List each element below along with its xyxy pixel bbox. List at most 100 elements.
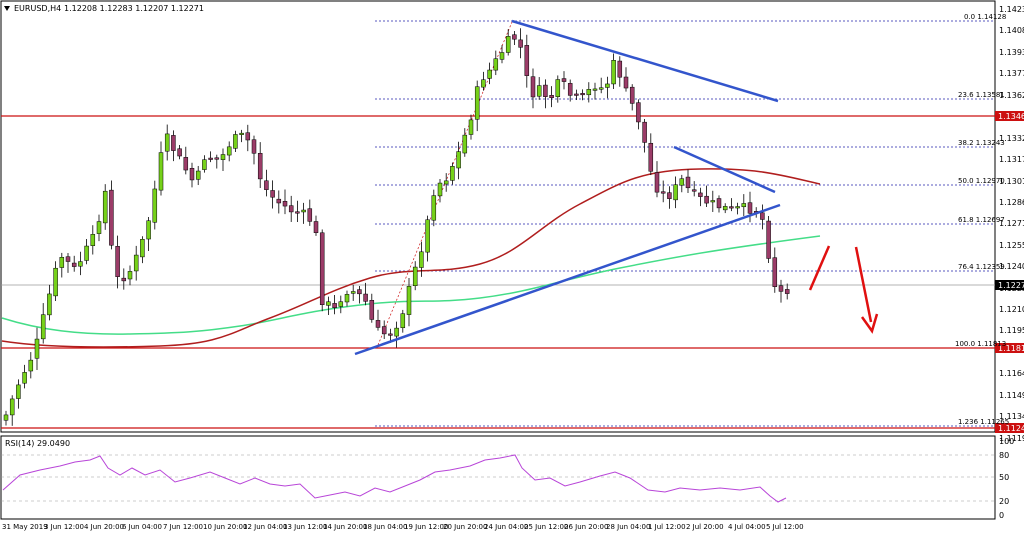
candle-body <box>307 208 313 222</box>
fib-label-100: 100.0 1.11813 <box>955 340 1006 348</box>
candle-body <box>654 172 660 193</box>
x-tick: 25 Jun 12:00 <box>524 523 568 531</box>
x-tick: 3 Jun 12:00 <box>44 523 84 531</box>
candle-body <box>65 256 71 262</box>
candle-body <box>431 195 437 221</box>
candle-body <box>22 372 27 384</box>
fib-label-50: 50.0 1.12970 <box>958 177 1005 185</box>
candle-body <box>257 153 263 180</box>
candle-body <box>685 176 691 189</box>
descending-trend-line[interactable] <box>511 19 779 103</box>
y-tick: 1.12710 <box>999 219 1024 228</box>
candle-body <box>710 200 716 203</box>
candle-body <box>394 327 399 337</box>
fib-label-123: 1.236 1.11265 <box>958 418 1009 426</box>
candle-body <box>648 142 654 172</box>
time-axis: 31 May 2019 3 Jun 12:00 4 Jun 20:00 6 Ju… <box>2 523 804 531</box>
candle-body <box>450 166 455 181</box>
candle-body <box>636 102 641 123</box>
candle-body <box>332 303 337 308</box>
candle-body <box>140 239 145 258</box>
candle-body <box>766 220 771 259</box>
short-descending-trend-line[interactable] <box>673 145 776 194</box>
candle-body <box>152 188 158 223</box>
candle-body <box>71 262 77 267</box>
candle-body <box>735 206 740 209</box>
candle-body <box>313 221 319 233</box>
level-tag-text: 1.11814 <box>998 344 1024 353</box>
candle-body <box>493 58 499 71</box>
candle-body <box>115 246 120 277</box>
candle-body <box>350 291 356 294</box>
x-tick: 31 May 2019 <box>2 523 48 531</box>
y-tick: 1.13625 <box>999 91 1024 100</box>
candle-body <box>158 152 164 191</box>
candle-body <box>592 88 598 91</box>
candle-body <box>586 89 592 96</box>
symbol-label: EURUSD,H4 <box>14 4 61 13</box>
candle-body <box>214 157 220 160</box>
y-tick: 1.12405 <box>999 262 1024 271</box>
level-tag <box>995 111 1024 121</box>
candle-body <box>264 180 269 190</box>
candle-body <box>40 314 46 340</box>
candle-body <box>78 261 83 267</box>
candle-body <box>146 220 151 240</box>
candle-body <box>195 170 201 180</box>
candle-body <box>406 286 412 315</box>
candle-body <box>326 301 331 306</box>
candle-body <box>642 121 647 143</box>
candle-body <box>549 95 554 99</box>
candle-body <box>419 251 424 268</box>
candle-body <box>220 154 226 160</box>
fibonacci-retracement[interactable]: 0.0 1.14128 23.6 1.13581 38.2 1.13243 50… <box>375 13 1009 427</box>
candle-body <box>747 202 753 214</box>
candle-body <box>605 83 610 88</box>
candle-body <box>760 212 765 220</box>
fib-label-76: 76.4 1.12359 <box>958 263 1005 271</box>
candle-body <box>505 36 511 53</box>
candle-body <box>617 60 623 78</box>
candle-body <box>580 93 585 96</box>
candle-body <box>133 254 139 272</box>
candle-body <box>673 184 678 201</box>
y-tick: 1.12555 <box>999 241 1024 250</box>
candle-body <box>698 192 703 197</box>
current-price-text: 1.12271 <box>998 281 1024 290</box>
candle-body <box>784 289 790 294</box>
candle-body <box>481 79 486 88</box>
ohlc-readout: 1.12208 1.12283 1.12207 1.12271 <box>64 4 204 13</box>
main-chart-frame <box>0 0 996 433</box>
y-tick: 1.12100 <box>999 305 1024 314</box>
y-tick: 1.14235 <box>999 5 1024 14</box>
candle-body <box>611 60 616 85</box>
candle-body <box>3 414 9 421</box>
collapse-arrow-icon[interactable] <box>4 6 10 11</box>
fib-label-38: 38.2 1.13243 <box>958 139 1005 147</box>
candle-body <box>437 182 443 197</box>
ascending-trend-line[interactable] <box>354 203 781 356</box>
candle-body <box>226 146 232 156</box>
candle-body <box>127 271 133 280</box>
y-tick: 1.13779 <box>999 69 1024 78</box>
candle-body <box>667 192 672 199</box>
candle-body <box>691 189 697 192</box>
x-tick: 28 Jun 04:00 <box>606 523 650 531</box>
candle-body <box>245 132 251 141</box>
y-tick: 1.11495 <box>999 391 1024 400</box>
candle-body <box>164 133 170 152</box>
candle-body <box>518 39 523 48</box>
candle-body <box>456 151 461 169</box>
x-tick: 26 Jun 20:00 <box>564 523 608 531</box>
candle-body <box>778 285 784 292</box>
bearish-arrow-shaft <box>854 246 873 323</box>
candle-body <box>388 333 393 336</box>
x-tick: 6 Jun 04:00 <box>122 523 162 531</box>
candle-body <box>629 86 635 104</box>
candle-body <box>34 338 40 359</box>
correction-arrow <box>808 245 831 291</box>
candle-body <box>512 34 517 40</box>
candle-body <box>28 359 34 372</box>
candle-body <box>474 86 480 120</box>
